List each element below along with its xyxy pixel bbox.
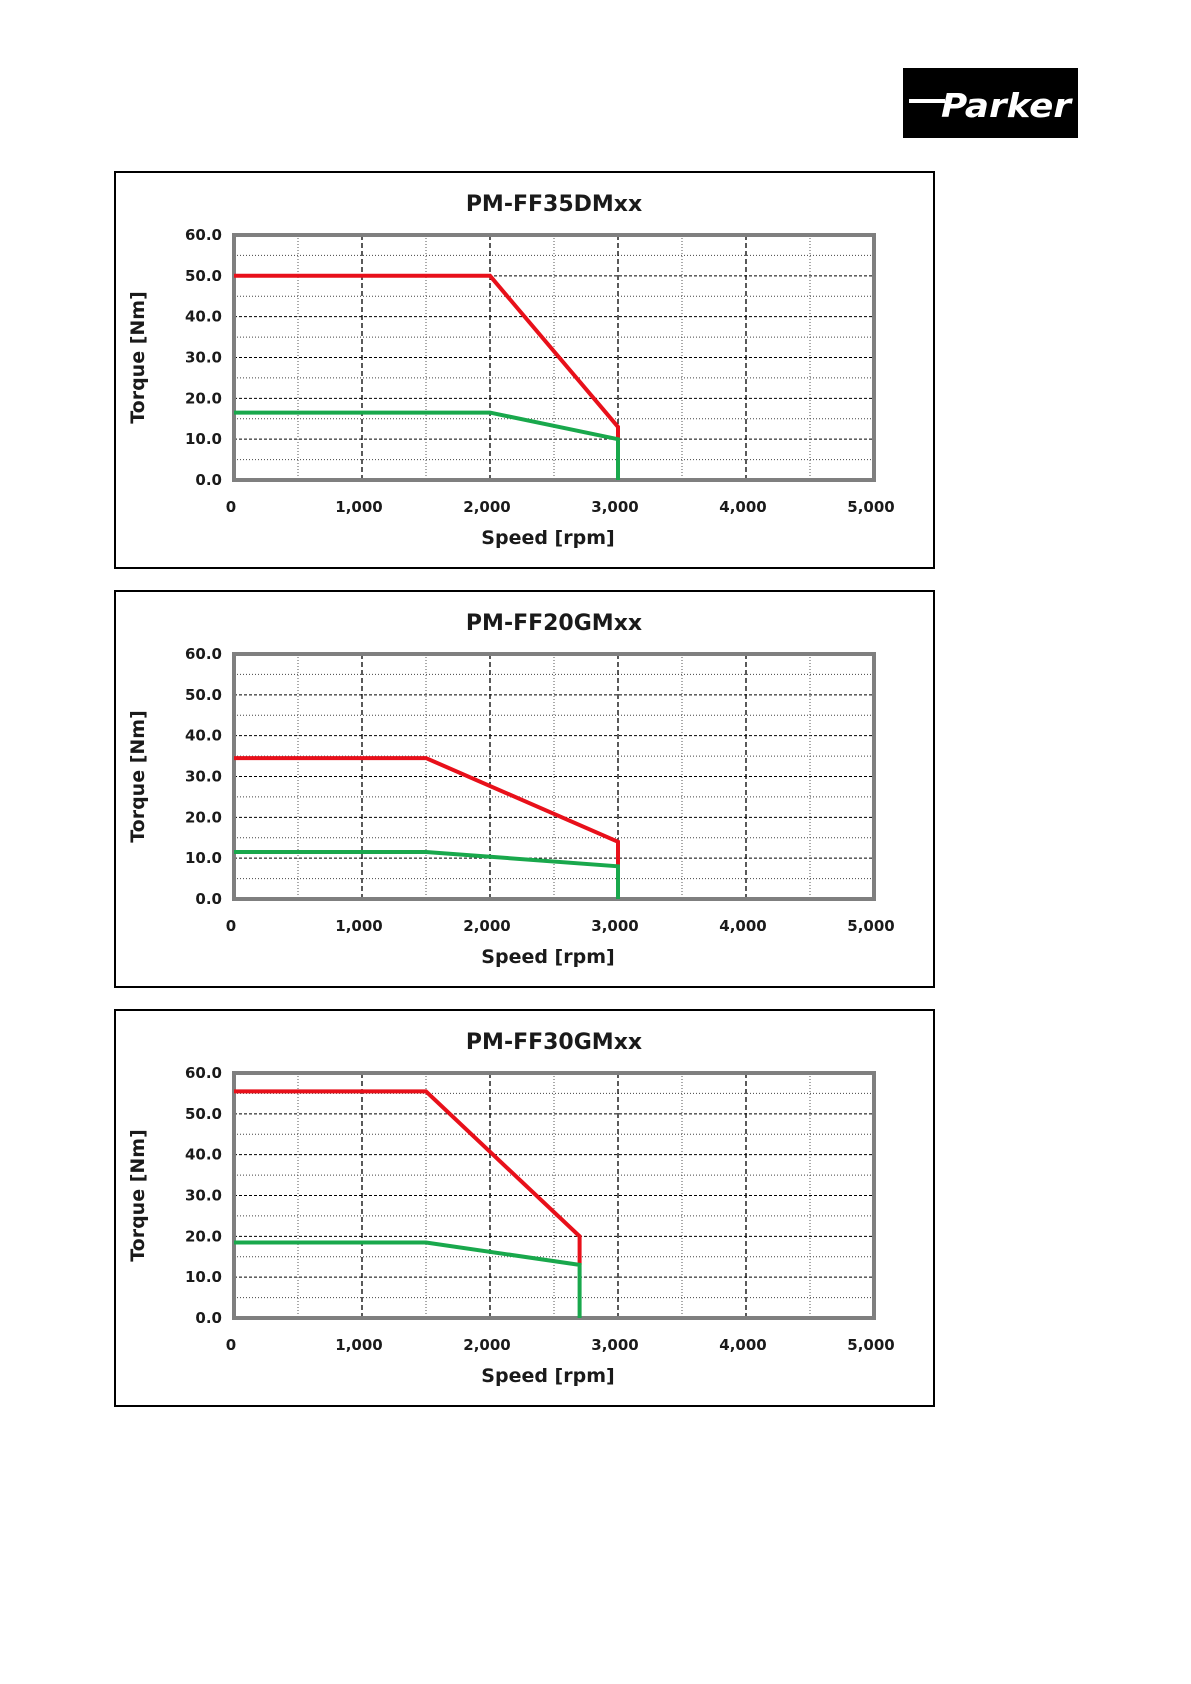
chart-panel-1: PM-FF35DMxx 0.0 10.0 20.0 30.0 40.0 50.0 60.0 0 1… [114,171,935,569]
logo-stripe [909,99,945,103]
plot-frame [232,233,876,482]
parker-logo: Parker [903,68,1078,138]
chart-title: PM-FF30GMxx [466,1030,642,1055]
series-line-peak [234,273,620,440]
series-line-peak [234,756,620,867]
y-tick-label: 30.0 [185,1187,222,1205]
chart-svg: PM-FF30GMxx 0.0 10.0 20.0 30.0 40.0 50.0 60.0 0 1… [127,1030,895,1387]
y-tick-label: 60.0 [185,226,222,244]
y-tick-label: 50.0 [185,267,222,285]
x-tick-label: 3,000 [591,917,638,935]
chart-panel-2: PM-FF20GMxx 0.0 10.0 20.0 30.0 40.0 50.0 60.0 0 1… [114,590,935,988]
y-axis-label: Torque [Nm] [127,1129,149,1262]
x-tick-label: 0 [226,1336,236,1354]
x-tick-label: 4,000 [719,498,766,516]
x-axis-label: Speed [rpm] [481,1365,614,1387]
y-tick-label: 50.0 [185,1105,222,1123]
y-tick-label: 60.0 [185,645,222,663]
y-tick-label: 40.0 [185,1146,222,1164]
x-tick-label: 3,000 [591,498,638,516]
series-line-continuous [234,850,620,899]
plot-frame [232,652,876,901]
plot-frame [232,1071,876,1320]
y-tick-label: 0.0 [195,471,222,489]
x-tick-label: 5,000 [847,498,894,516]
x-tick-label: 2,000 [463,917,510,935]
chart-title: PM-FF35DMxx [466,192,642,217]
y-tick-label: 20.0 [185,1227,222,1245]
series-line-peak [234,1089,582,1265]
x-tick-label: 1,000 [335,498,382,516]
y-tick-label: 10.0 [185,849,222,867]
y-tick-label: 10.0 [185,1268,222,1286]
chart-svg: PM-FF20GMxx 0.0 10.0 20.0 30.0 40.0 50.0 60.0 0 1… [127,611,895,968]
y-tick-label: 20.0 [185,389,222,407]
chart-panel-3: PM-FF30GMxx 0.0 10.0 20.0 30.0 40.0 50.0 60.0 0 1… [114,1009,935,1407]
x-tick-label: 2,000 [463,1336,510,1354]
x-tick-label: 3,000 [591,1336,638,1354]
x-tick-label: 0 [226,917,236,935]
y-tick-label: 0.0 [195,1309,222,1327]
y-tick-label: 50.0 [185,686,222,704]
y-tick-label: 30.0 [185,768,222,786]
y-tick-label: 40.0 [185,727,222,745]
chart-svg: PM-FF35DMxx 0.0 10.0 20.0 30.0 40.0 50.0 60.0 0 1… [127,192,895,549]
x-tick-label: 1,000 [335,1336,382,1354]
x-tick-label: 2,000 [463,498,510,516]
y-tick-label: 0.0 [195,890,222,908]
y-axis-label: Torque [Nm] [127,291,149,424]
chart-title: PM-FF20GMxx [466,611,642,636]
y-tick-label: 30.0 [185,349,222,367]
x-tick-label: 4,000 [719,917,766,935]
x-tick-label: 5,000 [847,1336,894,1354]
x-tick-label: 0 [226,498,236,516]
x-axis-label: Speed [rpm] [481,946,614,968]
series-line-continuous [234,410,620,480]
x-tick-label: 4,000 [719,1336,766,1354]
y-tick-label: 60.0 [185,1064,222,1082]
series-line-continuous [234,1240,582,1318]
y-tick-label: 20.0 [185,808,222,826]
x-tick-label: 5,000 [847,917,894,935]
x-axis-label: Speed [rpm] [481,527,614,549]
x-tick-label: 1,000 [335,917,382,935]
y-tick-label: 40.0 [185,308,222,326]
y-tick-label: 10.0 [185,430,222,448]
logo-text: Parker [941,86,1073,125]
y-axis-label: Torque [Nm] [127,710,149,843]
